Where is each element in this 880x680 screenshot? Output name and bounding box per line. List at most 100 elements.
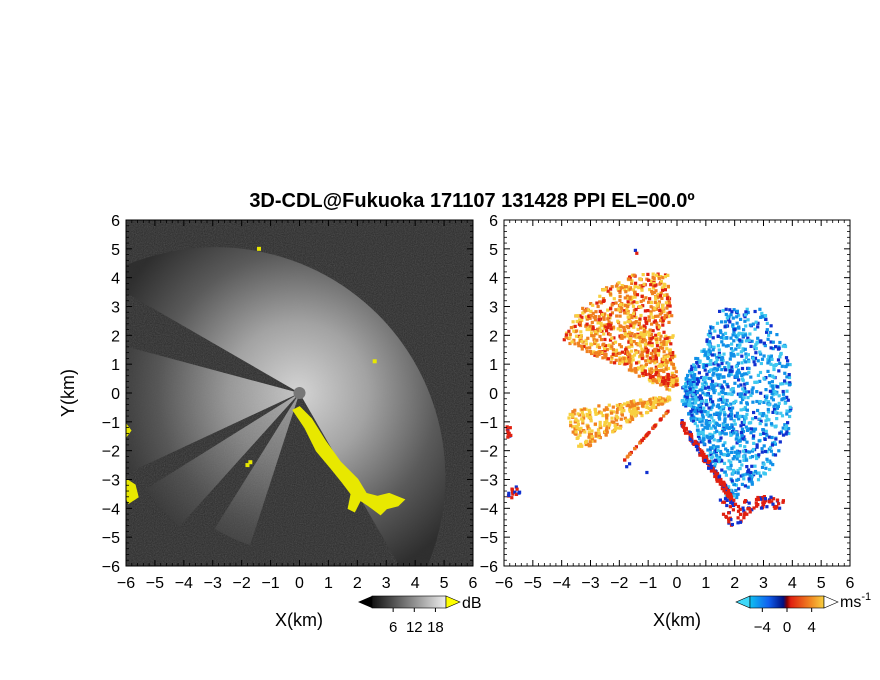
- left-colorbar-unit: dB: [462, 595, 482, 612]
- velocity-cell: [613, 423, 617, 427]
- velocity-cell: [747, 360, 751, 364]
- velocity-cell: [740, 354, 744, 358]
- velocity-cell: [719, 330, 723, 335]
- velocity-cell: [748, 510, 752, 514]
- velocity-cell: [729, 450, 734, 454]
- velocity-cell: [575, 426, 579, 430]
- velocity-cell: [636, 401, 640, 406]
- velocity-cell: [695, 361, 699, 365]
- velocity-cell: [751, 400, 755, 404]
- velocity-cell: [688, 378, 692, 382]
- velocity-cell: [718, 417, 722, 421]
- velocity-cell: [742, 477, 746, 481]
- velocity-cell: [786, 359, 790, 363]
- velocity-cell: [738, 394, 742, 399]
- velocity-cell: [747, 501, 751, 505]
- left-echo-sectors: [126, 247, 446, 566]
- right-colorbar-bar: [749, 595, 825, 609]
- velocity-cell: [726, 344, 730, 348]
- velocity-cell: [695, 382, 699, 386]
- x-tick-label: −1: [261, 575, 279, 592]
- velocity-cell: [654, 365, 658, 369]
- velocity-cell: [661, 323, 665, 327]
- velocity-cell: [724, 473, 728, 477]
- velocity-cell: [671, 378, 675, 382]
- velocity-cell: [597, 431, 601, 435]
- velocity-cell: [767, 359, 771, 363]
- velocity-cell: [665, 340, 669, 344]
- velocity-cell: [620, 306, 624, 310]
- velocity-cell: [744, 310, 748, 314]
- velocity-cell: [767, 447, 771, 451]
- velocity-cell: [633, 321, 637, 325]
- velocity-cell: [747, 450, 751, 454]
- velocity-cell: [633, 406, 637, 410]
- velocity-cell: [735, 457, 739, 461]
- velocity-cell: [708, 329, 712, 333]
- velocity-cell: [732, 419, 736, 423]
- velocity-cell: [729, 369, 733, 373]
- velocity-cell: [729, 518, 733, 522]
- velocity-cell: [718, 432, 722, 436]
- velocity-cell: [699, 399, 703, 403]
- velocity-cell: [631, 324, 635, 328]
- velocity-cell: [748, 323, 752, 327]
- velocity-cell: [723, 470, 727, 474]
- velocity-cell: [691, 381, 695, 385]
- velocity-cell: [707, 376, 711, 380]
- velocity-cell: [631, 403, 635, 407]
- velocity-cell: [569, 326, 573, 330]
- velocity-cell: [692, 377, 697, 381]
- velocity-cell: [699, 403, 703, 407]
- y-tick-label: −4: [480, 501, 498, 518]
- velocity-cell: [603, 347, 607, 351]
- velocity-cell: [622, 409, 626, 413]
- velocity-cell: [706, 448, 710, 452]
- velocity-cell: [654, 379, 658, 383]
- velocity-cell: [754, 343, 758, 347]
- y-tick-label: 2: [489, 328, 498, 345]
- velocity-cell: [569, 424, 573, 428]
- velocity-cell: [626, 401, 630, 405]
- velocity-cell: [711, 403, 715, 407]
- velocity-cell: [627, 360, 632, 364]
- velocity-cell: [647, 278, 651, 282]
- velocity-cell: [729, 354, 733, 358]
- velocity-cell: [608, 344, 612, 348]
- velocity-cell: [739, 408, 743, 412]
- velocity-cell: [785, 375, 789, 379]
- velocity-cell: [672, 374, 676, 378]
- velocity-cell: [652, 405, 656, 410]
- velocity-cell: [751, 386, 755, 390]
- velocity-cell: [675, 377, 679, 381]
- velocity-cell: [709, 407, 713, 412]
- velocity-cell: [736, 509, 741, 513]
- velocity-cell: [699, 396, 703, 400]
- velocity-cell: [585, 442, 590, 446]
- velocity-cell: [719, 375, 724, 379]
- velocity-cell: [734, 365, 738, 369]
- velocity-cell: [770, 396, 774, 400]
- velocity-cell: [650, 292, 655, 296]
- velocity-cell: [598, 300, 602, 304]
- velocity-cell: [746, 336, 750, 340]
- velocity-cell: [712, 438, 716, 442]
- velocity-cell: [586, 308, 590, 312]
- velocity-cell: [597, 345, 602, 350]
- velocity-cell: [713, 353, 717, 357]
- velocity-cell: [622, 325, 626, 329]
- velocity-cell: [573, 427, 577, 431]
- velocity-cell: [609, 287, 613, 291]
- velocity-cell: [711, 336, 715, 340]
- velocity-cell: [708, 332, 712, 336]
- y-tick-label: −4: [102, 501, 120, 518]
- velocity-cell: [573, 420, 577, 424]
- velocity-cell: [625, 334, 629, 338]
- velocity-cell: [781, 500, 785, 504]
- velocity-cell: [697, 371, 701, 375]
- velocity-cell: [702, 437, 706, 442]
- velocity-cell: [627, 315, 632, 319]
- velocity-cell: [632, 314, 636, 318]
- velocity-cell: [747, 390, 751, 394]
